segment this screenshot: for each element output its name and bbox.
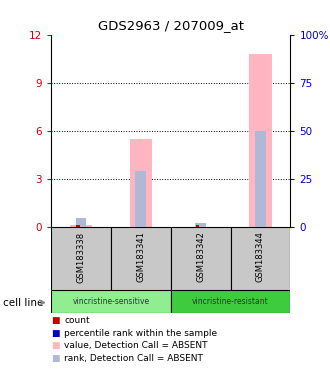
Bar: [51, 290, 171, 313]
Text: GSM183341: GSM183341: [136, 232, 146, 282]
Text: GSM183344: GSM183344: [256, 232, 265, 282]
Text: ■: ■: [51, 316, 60, 325]
Text: cell line: cell line: [3, 298, 44, 308]
Text: vincristine-resistant: vincristine-resistant: [192, 297, 269, 306]
Bar: [76, 218, 86, 227]
Bar: [255, 131, 266, 227]
Bar: [111, 227, 171, 290]
Text: ■: ■: [51, 329, 60, 338]
Text: ■: ■: [51, 341, 60, 351]
Bar: [196, 225, 199, 227]
Text: ■: ■: [51, 354, 60, 363]
Bar: [70, 225, 92, 227]
Text: count: count: [64, 316, 90, 325]
Bar: [195, 223, 206, 227]
Title: GDS2963 / 207009_at: GDS2963 / 207009_at: [98, 19, 244, 32]
Text: GSM183338: GSM183338: [77, 232, 85, 283]
Bar: [231, 227, 290, 290]
Bar: [171, 227, 231, 290]
Bar: [249, 54, 272, 227]
Text: vincristine-sensitive: vincristine-sensitive: [72, 297, 149, 306]
Text: rank, Detection Call = ABSENT: rank, Detection Call = ABSENT: [64, 354, 203, 363]
Bar: [171, 290, 290, 313]
Bar: [136, 170, 146, 227]
Text: percentile rank within the sample: percentile rank within the sample: [64, 329, 217, 338]
Bar: [129, 139, 152, 227]
Bar: [76, 225, 80, 227]
Text: value, Detection Call = ABSENT: value, Detection Call = ABSENT: [64, 341, 208, 351]
Bar: [51, 227, 111, 290]
Text: GSM183342: GSM183342: [196, 232, 205, 282]
